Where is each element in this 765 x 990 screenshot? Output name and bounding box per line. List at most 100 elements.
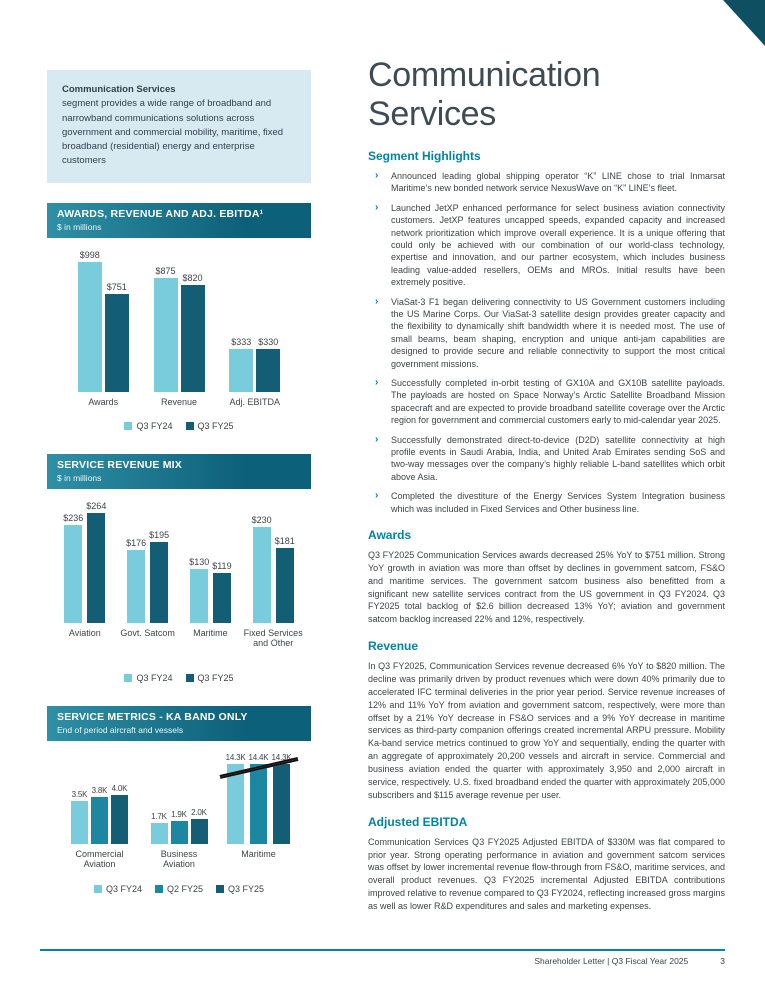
chart-title: AWARDS, REVENUE AND ADJ. EBITDA¹ (57, 207, 264, 220)
legend-label: Q3 FY24 (136, 420, 173, 431)
chart-subtitle: $ in millions (57, 221, 102, 232)
bullet-text: ViaSat-3 F1 began delivering connectivit… (391, 296, 725, 369)
legend-swatch (185, 421, 194, 430)
bar-column: $181 (275, 536, 295, 623)
chart-title: SERVICE METRICS - KA BAND ONLY (57, 710, 248, 723)
bar-column: $751 (104, 282, 129, 392)
footer-text: Shareholder Letter | Q3 Fiscal Year 2025 (534, 956, 689, 966)
bar (71, 800, 88, 844)
bar-column: 1.7K (150, 811, 168, 844)
chart-group: $176 $195 Govt. Satcom (117, 530, 179, 661)
chart-title: SERVICE REVENUE MIX (57, 458, 182, 471)
bar (190, 568, 209, 623)
bar (249, 763, 267, 844)
bar (150, 822, 168, 844)
legend-label: Q2 FY25 (166, 883, 204, 894)
bar (150, 541, 169, 623)
legend-label: Q3 FY24 (136, 672, 173, 683)
bar (153, 277, 178, 392)
bar-column: 3.5K (71, 790, 88, 844)
legend-item: Q2 FY25 (154, 883, 204, 894)
bar-value-label: $195 (149, 529, 170, 540)
bar-column: $176 (126, 538, 146, 623)
heading-adjusted-ebitda: Adjusted EBITDA (368, 814, 468, 829)
legend-swatch (154, 884, 163, 893)
group-bars: $333 $330 (229, 336, 281, 392)
bullet-marker-icon: › (375, 376, 379, 388)
bar-column: $875 (153, 266, 178, 392)
bullet-text: Launched JetXP enhanced performance for … (391, 202, 725, 288)
bar-column: 3.8K (91, 786, 108, 844)
bar-column: $333 (229, 337, 254, 392)
left-column: Communication Services segment provides … (47, 70, 311, 897)
chart-subtitle: End of period aircraft and vessels (57, 724, 184, 735)
group-bars: $230 $181 (252, 515, 295, 623)
group-bars: $236 $264 (63, 501, 106, 623)
chart-group: $875 $820 Revenue (153, 266, 205, 409)
bullet-marker-icon: › (375, 201, 379, 213)
bar-column: $195 (149, 530, 169, 623)
bar (212, 572, 231, 623)
legend-item: Q3 FY24 (93, 884, 142, 894)
bar-value-label: $820 (182, 272, 203, 283)
bar-column: $236 (63, 513, 83, 623)
bar-value-label: $236 (63, 512, 84, 523)
legend-swatch (124, 673, 133, 682)
highlight-bullet: › Successfully demonstrated direct-to-dev… (368, 434, 725, 484)
bar-value-label: 14.3K (271, 752, 292, 762)
bar (180, 284, 205, 392)
bar-value-label: 3.8K (91, 785, 108, 795)
bar-column: 2.0K (190, 807, 208, 844)
group-bars: $176 $195 (126, 530, 169, 623)
bar-column: $119 (212, 560, 232, 623)
legend-label: Q3 FY25 (197, 672, 234, 683)
legend-item: Q3 FY25 (185, 672, 234, 683)
bar-value-label: 1.7K (151, 811, 167, 821)
chart-subtitle: $ in millions (57, 472, 102, 483)
info-box-body: segment provides a wide range of broadba… (62, 98, 284, 167)
category-label: Adj. EBITDA (229, 396, 280, 407)
bar (229, 348, 254, 392)
group-bars: $130 $119 (189, 557, 232, 623)
bar-value-label: $176 (126, 537, 147, 548)
chart-header: SERVICE REVENUE MIX $ in millions (47, 453, 311, 489)
page-title: Communication Services (368, 56, 601, 134)
footer: Shareholder Letter | Q3 Fiscal Year 2025… (40, 956, 725, 966)
bar-value-label: $330 (258, 336, 279, 347)
legend-item: Q3 FY24 (124, 672, 173, 683)
bar (190, 818, 208, 844)
chart-group: $130 $119 Maritime (179, 557, 241, 661)
bar-chart-service-revenue-mix: $236 $264 Aviation $176 $195 Govt. Satcom $130… (47, 489, 311, 686)
bar-value-label: 2.0K (191, 807, 207, 817)
chart-legend: Q3 FY24 Q2 FY25 Q3 FY25 (53, 884, 305, 897)
bar (252, 526, 271, 623)
legend-swatch (185, 673, 194, 682)
chart-group: 3.5K 3.8K 4.0K Commercial Aviation (67, 784, 133, 872)
bar (87, 512, 106, 623)
legend-swatch (124, 421, 133, 430)
highlight-bullet: › ViaSat-3 F1 began delivering connectivi… (368, 296, 725, 370)
bar-column: $998 (77, 250, 102, 392)
legend-label: Q3 FY25 (228, 883, 265, 894)
bar-value-label: 1.9K (171, 809, 187, 819)
bar (64, 524, 83, 623)
segment-info-box: Communication Services segment provides … (47, 70, 311, 183)
heading-revenue: Revenue (368, 639, 419, 654)
group-bars: 14.3K 14.4K 14.3K (219, 752, 298, 844)
highlights-list: › Announced leading global shipping opera… (368, 170, 725, 515)
bar-column: $330 (256, 336, 281, 392)
bullet-marker-icon: › (375, 295, 379, 307)
chart-group: $998 $751 Awards (77, 250, 129, 409)
bar-value-label: 3.5K (71, 789, 88, 799)
category-label: Revenue (160, 396, 198, 407)
bar-column: 1.9K (170, 809, 188, 844)
bar (227, 763, 245, 844)
bar-chart-awards-revenue-ebitda: $998 $751 Awards $875 $820 Revenue $333 $330 Adj… (47, 238, 311, 434)
category-label: Business Aviation (160, 848, 198, 870)
group-bars: 1.7K 1.9K 2.0K (150, 807, 208, 844)
highlight-bullet: › Successfully completed in-orbit testing… (368, 377, 725, 427)
category-label: Aviation (68, 627, 101, 638)
chart-groups: $236 $264 Aviation $176 $195 Govt. Satcom $130… (53, 501, 305, 661)
bar-value-label: $119 (212, 560, 232, 571)
